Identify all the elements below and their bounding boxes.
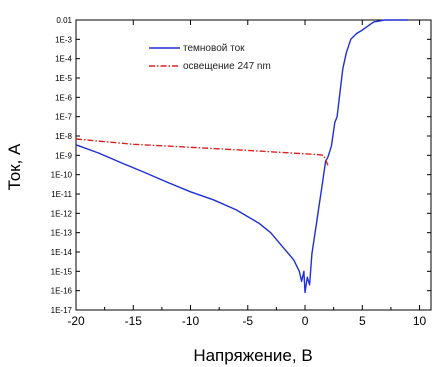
y-tick-label: 1E-12 xyxy=(51,209,73,218)
plot-frame xyxy=(75,19,432,311)
y-tick-label: 1E-4 xyxy=(55,55,72,64)
ticks xyxy=(75,19,431,311)
y-tick-label: 1E-3 xyxy=(55,35,72,44)
series-line-1 xyxy=(75,138,329,166)
series-line-0 xyxy=(75,19,409,294)
x-tick-label: -5 xyxy=(242,314,253,328)
x-tick-label: -10 xyxy=(182,314,200,328)
y-tick-label: 1E-11 xyxy=(51,190,72,199)
x-tick-label: 10 xyxy=(413,314,427,328)
x-tick-label: -20 xyxy=(67,314,85,328)
series-lines xyxy=(75,19,409,294)
legend-label-series-1: освещение 247 nm xyxy=(183,61,271,72)
x-axis-title: Напряжение, В xyxy=(193,346,312,365)
y-tick-label: 1E-13 xyxy=(51,229,73,238)
x-tick-label: 0 xyxy=(302,314,309,328)
x-tick-labels: -20 -15 -10 -5 0 5 10 xyxy=(67,314,426,328)
y-tick-label: 1E-14 xyxy=(51,248,73,257)
y-axis-title: Ток, А xyxy=(5,143,24,190)
y-tick-label: 0.01 xyxy=(56,16,72,25)
legend-label-series-0: темновой ток xyxy=(183,43,245,54)
y-tick-label: 1E-6 xyxy=(55,93,72,102)
y-tick-label: 1E-10 xyxy=(51,171,73,180)
y-tick-label: 1E-5 xyxy=(55,74,72,83)
y-tick-label: 1E-17 xyxy=(51,306,73,315)
y-tick-label: 1E-9 xyxy=(55,151,72,160)
y-tick-label: 1E-8 xyxy=(55,132,72,141)
y-tick-label: 1E-16 xyxy=(51,287,73,296)
y-tick-label: 1E-15 xyxy=(51,267,73,276)
x-tick-label: 5 xyxy=(359,314,366,328)
x-tick-label: -15 xyxy=(125,314,143,328)
y-tick-label: 1E-7 xyxy=(55,113,72,122)
y-tick-labels: 0.01 1E-3 1E-4 1E-5 1E-6 1E-7 1E-8 1E-9 1E-10 1E-… xyxy=(51,16,73,315)
legend: темновой ток освещение 247 nm xyxy=(149,43,271,72)
